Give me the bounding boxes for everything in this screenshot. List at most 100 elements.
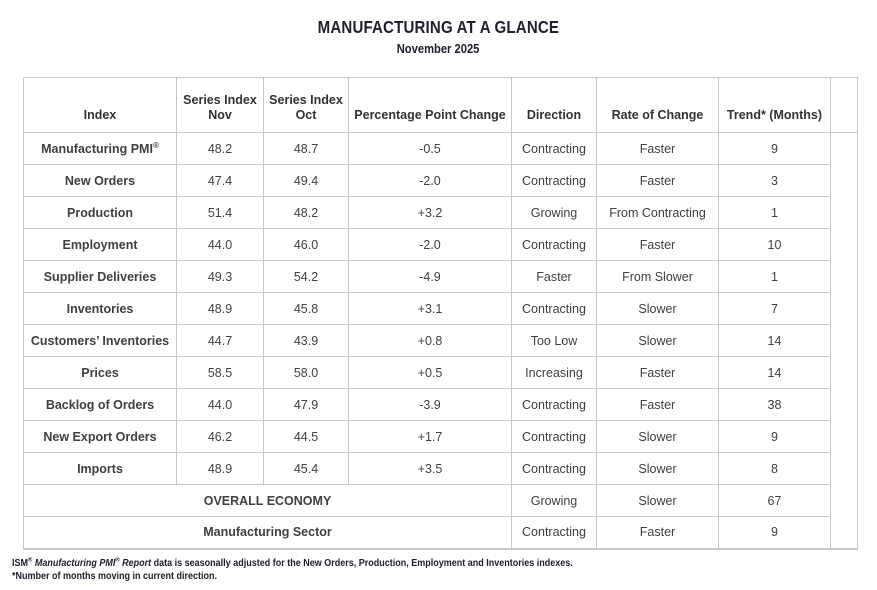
cell-rate-of-change: Faster: [596, 388, 719, 421]
cell-trend-months: 1: [718, 260, 831, 293]
cell-direction: Growing: [511, 196, 597, 229]
cell-series-index-nov: 48.9: [176, 452, 264, 485]
cell-percentage-point-change: -0.5: [348, 132, 512, 165]
cell-series-index-oct: 43.9: [263, 324, 349, 357]
cell-direction: Contracting: [511, 132, 597, 165]
cell-trend-months: 9: [718, 516, 831, 549]
cell-trend-months: 9: [718, 132, 831, 165]
row-label: New Orders: [23, 164, 177, 197]
cell-direction: Contracting: [511, 228, 597, 261]
cell-percentage-point-change: +3.5: [348, 452, 512, 485]
cell-direction: Contracting: [511, 452, 597, 485]
cell-series-index-nov: 44.7: [176, 324, 264, 357]
cell-percentage-point-change: -4.9: [348, 260, 512, 293]
column-header-percentage-point-change: Percentage Point Change: [348, 77, 512, 133]
cell-trend-months: 14: [718, 324, 831, 357]
cell-direction: Faster: [511, 260, 597, 293]
cell-series-index-oct: 45.4: [263, 452, 349, 485]
row-label: Production: [23, 196, 177, 229]
cell-rate-of-change: From Contracting: [596, 196, 719, 229]
row-label: New Export Orders: [23, 420, 177, 453]
cell-direction: Too Low: [511, 324, 597, 357]
cell-percentage-point-change: +3.1: [348, 292, 512, 325]
column-header-series-index-oct: Series Index Oct: [263, 77, 349, 133]
table-row-new-orders: New Orders 47.4 49.4 -2.0 Contracting Fa…: [23, 164, 858, 197]
cell-series-index-oct: 44.5: [263, 420, 349, 453]
manufacturing-at-a-glance-table: Index Series Index Nov Series Index Oct …: [23, 77, 858, 550]
cell-series-index-nov: 51.4: [176, 196, 264, 229]
footnotes: ISM® Manufacturing PMI® Report data is s…: [12, 556, 877, 584]
table-row-new-export-orders: New Export Orders 46.2 44.5 +1.7 Contrac…: [23, 420, 858, 453]
page-title: MANUFACTURING AT A GLANCE: [317, 17, 560, 37]
table-row-employment: Employment 44.0 46.0 -2.0 Contracting Fa…: [23, 228, 858, 261]
row-label: Customers’ Inventories: [23, 324, 177, 357]
cell-percentage-point-change: +0.8: [348, 324, 512, 357]
cell-series-index-nov: 47.4: [176, 164, 264, 197]
report-header: MANUFACTURING AT A GLANCE November 2025: [0, 0, 877, 57]
cell-rate-of-change: Slower: [596, 484, 719, 517]
cell-trend-months: 1: [718, 196, 831, 229]
cell-percentage-point-change: +3.2: [348, 196, 512, 229]
table-row-production: Production 51.4 48.2 +3.2 Growing From C…: [23, 196, 858, 229]
cell-percentage-point-change: -2.0: [348, 164, 512, 197]
cell-rate-of-change: Slower: [596, 452, 719, 485]
cell-series-index-nov: 49.3: [176, 260, 264, 293]
row-label: Backlog of Orders: [23, 388, 177, 421]
cell-series-index-nov: 44.0: [176, 228, 264, 261]
cell-series-index-nov: 58.5: [176, 356, 264, 389]
footnote-trend-definition: *Number of months moving in current dire…: [12, 571, 218, 582]
cell-series-index-oct: 58.0: [263, 356, 349, 389]
cell-trend-months: 8: [718, 452, 831, 485]
row-label: Prices: [23, 356, 177, 389]
registered-mark: ®: [115, 556, 120, 564]
table-row-manufacturing-pmi: Manufacturing PMI® 48.2 48.7 -0.5 Contra…: [23, 132, 858, 165]
cell-rate-of-change: From Slower: [596, 260, 719, 293]
column-header-direction: Direction: [511, 77, 597, 133]
cell-percentage-point-change: +0.5: [348, 356, 512, 389]
registered-mark: ®: [152, 140, 159, 150]
cell-trend-months: 7: [718, 292, 831, 325]
cell-rate-of-change: Faster: [596, 164, 719, 197]
summary-row-manufacturing-sector: Manufacturing Sector Contracting Faster …: [23, 516, 858, 549]
cell-direction: Contracting: [511, 420, 597, 453]
cell-direction: Contracting: [511, 292, 597, 325]
summary-row-overall-economy: OVERALL ECONOMY Growing Slower 67: [23, 484, 858, 517]
table-row-supplier-deliveries: Supplier Deliveries 49.3 54.2 -4.9 Faste…: [23, 260, 858, 293]
cell-series-index-oct: 46.0: [263, 228, 349, 261]
row-label: Imports: [23, 452, 177, 485]
cell-trend-months: 9: [718, 420, 831, 453]
cell-trend-months: 38: [718, 388, 831, 421]
report-period: November 2025: [397, 41, 480, 56]
row-label: Employment: [23, 228, 177, 261]
cell-series-index-oct: 45.8: [263, 292, 349, 325]
cell-percentage-point-change: -3.9: [348, 388, 512, 421]
cell-trend-months: 67: [718, 484, 831, 517]
cell-direction: Contracting: [511, 516, 597, 549]
cell-series-index-oct: 54.2: [263, 260, 349, 293]
cell-rate-of-change: Slower: [596, 324, 719, 357]
cell-series-index-nov: 46.2: [176, 420, 264, 453]
cell-trend-months: 3: [718, 164, 831, 197]
cell-direction: Increasing: [511, 356, 597, 389]
column-header-trend-months: Trend* (Months): [718, 77, 831, 133]
cell-series-index-nov: 48.9: [176, 292, 264, 325]
cell-rate-of-change: Slower: [596, 292, 719, 325]
cell-direction: Contracting: [511, 388, 597, 421]
empty-column: [830, 77, 858, 133]
cell-series-index-oct: 48.2: [263, 196, 349, 229]
table-row-customers-inventories: Customers’ Inventories 44.7 43.9 +0.8 To…: [23, 324, 858, 357]
column-header-rate-of-change: Rate of Change: [596, 77, 719, 133]
cell-rate-of-change: Faster: [596, 356, 719, 389]
column-header-index: Index: [23, 77, 177, 133]
table-row-inventories: Inventories 48.9 45.8 +3.1 Contracting S…: [23, 292, 858, 325]
cell-series-index-nov: 44.0: [176, 388, 264, 421]
cell-direction: Contracting: [511, 164, 597, 197]
row-label: Inventories: [23, 292, 177, 325]
cell-trend-months: 10: [718, 228, 831, 261]
cell-percentage-point-change: -2.0: [348, 228, 512, 261]
row-label: Supplier Deliveries: [23, 260, 177, 293]
table-row-prices: Prices 58.5 58.0 +0.5 Increasing Faster …: [23, 356, 858, 389]
cell-series-index-oct: 47.9: [263, 388, 349, 421]
cell-rate-of-change: Slower: [596, 420, 719, 453]
